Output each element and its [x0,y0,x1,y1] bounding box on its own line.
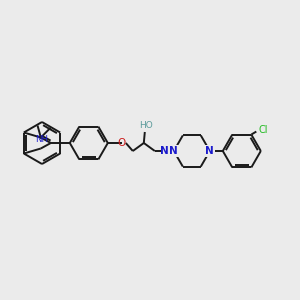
Text: O: O [118,138,126,148]
Text: N: N [160,146,169,156]
Text: NH: NH [35,135,48,144]
Text: HO: HO [139,122,153,130]
Text: N: N [206,146,214,156]
Text: Cl: Cl [259,124,268,134]
Text: N: N [169,146,178,156]
